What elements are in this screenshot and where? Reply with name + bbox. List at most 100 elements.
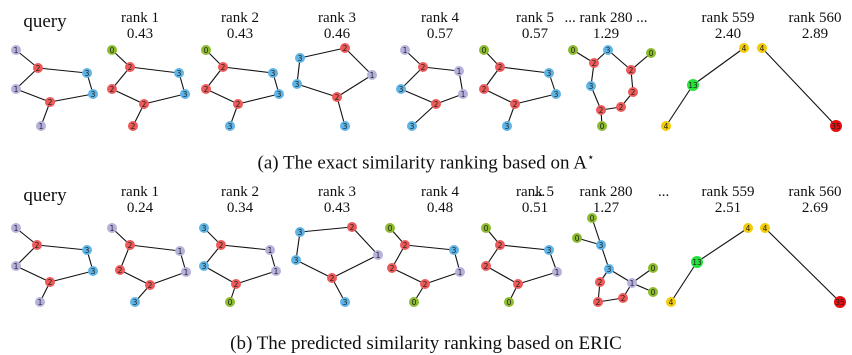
- panel_b-col-header-7: rank 559 2.51: [668, 184, 788, 216]
- graph-node: [481, 261, 491, 271]
- score-label: 2.89: [801, 26, 829, 42]
- graph-node: [45, 277, 55, 287]
- graph-node-label: 2: [434, 100, 439, 109]
- panel_a-col-header-3: rank 3 0.46: [277, 10, 397, 42]
- graph-edge: [15, 67, 39, 90]
- graph-node: [115, 265, 125, 275]
- graph-node-label: 3: [343, 122, 348, 131]
- rank-label: rank 3: [318, 184, 356, 200]
- graph-edge: [235, 270, 277, 285]
- graph-node: [586, 81, 596, 91]
- graph-node-label: 4: [664, 122, 669, 131]
- panel_b-graph-7: 4 13 4: [666, 223, 753, 307]
- graph-node: [291, 255, 301, 265]
- graph-edge: [344, 47, 373, 76]
- panel_a-col-header-4: rank 4 0.57: [380, 10, 500, 42]
- graph-node: [834, 296, 846, 308]
- panel_a-graph-0: 1 1 2 3 2 3 1: [11, 45, 98, 131]
- graph-node-label: 2: [629, 66, 634, 75]
- panel_a-graph-8: 4 35: [757, 43, 842, 132]
- graph-edge: [237, 93, 280, 105]
- graph-node-label: 3: [547, 246, 552, 255]
- graph-node-label: 3: [85, 246, 90, 255]
- graph-node-label: 0: [575, 234, 580, 243]
- graph-edge: [222, 66, 274, 74]
- graph-node-label: 3: [505, 122, 510, 131]
- rank-label: rank 560: [788, 184, 842, 200]
- rank-label: rank 1: [121, 184, 159, 200]
- rank-label: rank 560: [788, 10, 842, 26]
- graph-node: [327, 273, 337, 283]
- panel_a-col-header-0: query: [0, 12, 105, 32]
- graph-node: [400, 240, 410, 250]
- graph-node-label: 2: [390, 264, 395, 273]
- graph-node: [271, 266, 281, 276]
- graph-node: [552, 267, 562, 277]
- rank-label: rank 2: [221, 10, 259, 26]
- graph-node: [400, 45, 410, 55]
- graph-node: [458, 89, 468, 99]
- graph-node-label: 3: [589, 82, 594, 91]
- panel_a-graph-4: 1 2 1 3 2 1 3: [396, 45, 468, 131]
- graph-node: [455, 267, 465, 277]
- graph-node: [572, 233, 582, 243]
- graph-node: [604, 264, 614, 274]
- graph-node-label: 1: [110, 224, 115, 233]
- panel_a-graph-7: 4 13 4: [661, 43, 749, 131]
- graph-edge: [37, 67, 88, 74]
- graph-node-label: 4: [669, 298, 674, 307]
- graph-node: [225, 297, 235, 307]
- graph-node-label: 1: [461, 90, 466, 99]
- graph-node-label: 3: [277, 90, 282, 99]
- graph-node: [340, 121, 350, 131]
- graph-node-label: 3: [294, 256, 299, 265]
- graph-node-label: 2: [131, 122, 136, 131]
- caption-a: (a) The exact similarity ranking based o…: [0, 150, 852, 174]
- graph-node-label: 3: [202, 262, 207, 271]
- graph-edge: [296, 83, 338, 98]
- graph-node: [396, 84, 406, 94]
- panel_b-graph-6: 0 3 0 3 1 0 2 2 0 2: [572, 213, 658, 307]
- graph-node-label: 3: [452, 246, 457, 255]
- graph-node-label: 2: [142, 100, 147, 109]
- graph-node-label: 2: [421, 63, 426, 72]
- graph-edge: [143, 93, 186, 105]
- graph-node: [648, 287, 658, 297]
- graph-node: [595, 277, 605, 287]
- graph-node: [45, 97, 55, 107]
- graph-node: [544, 68, 554, 78]
- graph-node: [181, 267, 191, 277]
- graph-node: [616, 102, 626, 112]
- graph-node: [125, 240, 135, 250]
- graph-edge: [514, 93, 557, 105]
- graph-node-label: 2: [148, 281, 153, 290]
- graph-node-label: 1: [458, 268, 463, 277]
- panel_a-col-header-7: rank 559 2.40: [668, 10, 788, 42]
- graph-edge: [696, 227, 749, 263]
- graph-node: [340, 297, 350, 307]
- graph-node: [743, 223, 753, 233]
- ellipsis-right: ...: [658, 184, 670, 200]
- graph-node: [510, 99, 520, 109]
- graph-node-label: 1: [274, 267, 279, 276]
- graph-edge: [351, 226, 379, 256]
- graph-edge: [299, 226, 353, 233]
- graph-node-label: 0: [228, 298, 233, 307]
- graph-node-label: 2: [128, 63, 133, 72]
- graph-node-label: 1: [403, 46, 408, 55]
- graph-node: [687, 79, 699, 91]
- score-label: 0.43: [126, 26, 154, 42]
- graph-node: [661, 121, 671, 131]
- graph-node: [373, 250, 383, 260]
- score-label: 1.27: [592, 200, 620, 216]
- graph-node-label: 1: [268, 246, 273, 255]
- graph-node-label: 2: [118, 266, 123, 275]
- graph-node: [128, 121, 138, 131]
- graph-edge: [15, 265, 51, 283]
- graph-node-label: 3: [554, 90, 559, 99]
- panel_a-col-header-6: ... rank 280 ... 1.29: [546, 10, 666, 42]
- panel_a-col-header-1: rank 1 0.43: [80, 10, 200, 42]
- graph-node: [603, 45, 613, 55]
